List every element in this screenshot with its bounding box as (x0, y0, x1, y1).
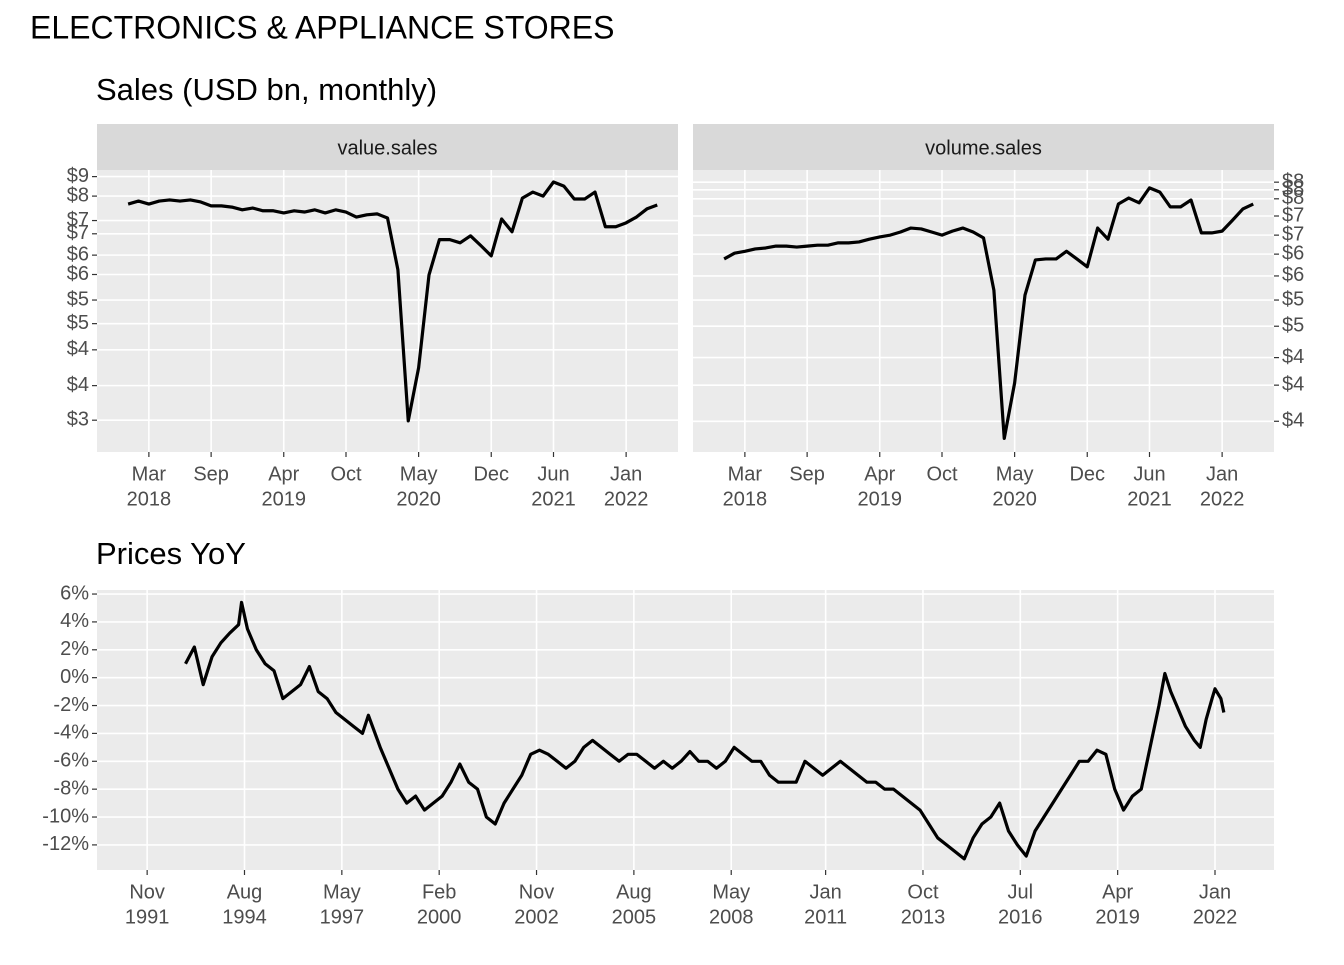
data-line (723, 186, 1254, 441)
facet-label: volume.sales (925, 137, 1042, 159)
y-tick-label: $9 (67, 165, 89, 187)
x-tick-label: May (400, 463, 438, 485)
x-tick-label: Oct (926, 463, 958, 485)
x-tick-label: 2008 (709, 906, 754, 928)
y-tick-label: $7 (67, 222, 89, 244)
x-tick-label: Oct (330, 463, 362, 485)
x-tick-label: 2018 (723, 488, 768, 510)
y-tick-label: $4 (1282, 346, 1304, 368)
y-tick-label: $6 (67, 243, 89, 265)
x-tick-label: May (323, 881, 361, 903)
y-tick-label: $3 (67, 408, 89, 430)
y-tick-label: -2% (53, 694, 89, 716)
x-tick-label: Sep (193, 463, 229, 485)
x-tick-label: Aug (227, 881, 263, 903)
x-tick-label: 2021 (1127, 488, 1172, 510)
y-tick-label: $5 (67, 312, 89, 334)
x-tick-label: May (712, 881, 750, 903)
panel-title: Sales (USD bn, monthly) (96, 72, 437, 107)
x-tick-label: 2021 (531, 488, 576, 510)
y-tick-label: $8 (67, 184, 89, 206)
y-tick-label: $8 (1282, 178, 1304, 200)
x-tick-label: 2019 (262, 488, 307, 510)
x-tick-label: 2020 (396, 488, 441, 510)
x-tick-label: Jul (1008, 881, 1034, 903)
y-tick-label: $7 (1282, 204, 1304, 226)
x-tick-label: Apr (268, 463, 299, 485)
x-tick-label: Mar (728, 463, 763, 485)
y-tick-label: $8 (1282, 187, 1304, 209)
y-tick-label: $5 (67, 288, 89, 310)
x-tick-label: 2022 (604, 488, 649, 510)
x-tick-label: 2000 (417, 906, 462, 928)
x-tick-label: 1997 (320, 906, 365, 928)
y-tick-label: $4 (67, 374, 89, 396)
x-tick-label: Jun (1133, 463, 1165, 485)
y-tick-label: -10% (42, 805, 89, 827)
x-tick-label: 2020 (992, 488, 1037, 510)
y-tick-label: 6% (60, 582, 89, 604)
y-tick-label: -4% (53, 722, 89, 744)
y-tick-label: 2% (60, 638, 89, 660)
y-tick-label: $6 (1282, 264, 1304, 286)
data-line (184, 600, 1226, 861)
x-tick-label: May (996, 463, 1034, 485)
y-tick-label: 0% (60, 666, 89, 688)
y-tick-label: -12% (42, 833, 89, 855)
facet-strip (97, 124, 678, 170)
x-tick-label: Feb (422, 881, 456, 903)
main-title: ELECTRONICS & APPLIANCE STORES (30, 9, 614, 45)
x-tick-label: 2018 (127, 488, 172, 510)
x-tick-label: 2022 (1193, 906, 1238, 928)
y-tick-label: $7 (1282, 223, 1304, 245)
facet-label: value.sales (337, 137, 437, 159)
panel (693, 170, 1274, 452)
x-tick-label: 2005 (612, 906, 657, 928)
y-tick-label: 4% (60, 610, 89, 632)
y-tick-label: $8 (1282, 170, 1304, 192)
x-tick-label: Dec (473, 463, 509, 485)
x-tick-label: Mar (132, 463, 167, 485)
y-tick-label: -6% (53, 750, 89, 772)
x-tick-label: Dec (1069, 463, 1105, 485)
x-tick-label: 2022 (1200, 488, 1245, 510)
panel-title: Prices YoY (96, 536, 246, 571)
x-tick-label: Apr (864, 463, 895, 485)
data-line (127, 180, 658, 423)
y-tick-label: $4 (1282, 373, 1304, 395)
x-tick-label: Oct (907, 881, 939, 903)
x-tick-label: Nov (519, 881, 555, 903)
facet-strip (693, 124, 1274, 170)
y-tick-label: $7 (67, 209, 89, 231)
x-tick-label: 1994 (222, 906, 267, 928)
y-tick-label: $4 (1282, 410, 1304, 432)
y-tick-label: $6 (1282, 242, 1304, 264)
y-tick-label: $6 (67, 263, 89, 285)
panel (97, 170, 678, 452)
x-tick-label: Jun (537, 463, 569, 485)
x-tick-label: 1991 (125, 906, 170, 928)
x-tick-label: Aug (616, 881, 652, 903)
x-tick-label: Sep (789, 463, 825, 485)
x-tick-label: 2002 (514, 906, 559, 928)
x-tick-label: 2016 (998, 906, 1043, 928)
x-tick-label: Nov (129, 881, 165, 903)
x-tick-label: Jan (1206, 463, 1238, 485)
x-tick-label: 2011 (804, 906, 847, 928)
x-tick-label: Jan (610, 463, 642, 485)
x-tick-label: 2013 (901, 906, 946, 928)
x-tick-label: 2019 (1095, 906, 1140, 928)
x-tick-label: Jan (809, 881, 841, 903)
x-tick-label: Jan (1199, 881, 1231, 903)
x-tick-label: Apr (1102, 881, 1133, 903)
y-tick-label: -8% (53, 777, 89, 799)
y-tick-label: $5 (1282, 288, 1304, 310)
y-tick-label: $5 (1282, 315, 1304, 337)
x-tick-label: 2019 (858, 488, 903, 510)
y-tick-label: $4 (67, 338, 89, 360)
panel (97, 590, 1274, 870)
